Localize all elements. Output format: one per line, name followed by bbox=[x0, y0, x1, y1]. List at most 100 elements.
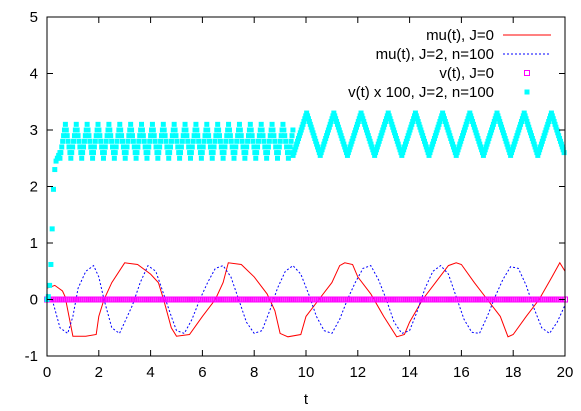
data-point bbox=[428, 147, 434, 153]
data-point bbox=[75, 133, 81, 139]
data-point bbox=[200, 144, 206, 150]
data-point bbox=[313, 138, 319, 144]
data-point bbox=[291, 150, 297, 156]
data-point bbox=[459, 135, 465, 141]
data-point bbox=[53, 158, 59, 164]
series-0 bbox=[46, 261, 566, 338]
data-point bbox=[375, 141, 381, 147]
data-point bbox=[277, 138, 283, 144]
data-point bbox=[448, 135, 454, 141]
data-point bbox=[345, 150, 351, 156]
data-point bbox=[71, 138, 77, 144]
data-point bbox=[431, 135, 437, 141]
data-point bbox=[139, 121, 145, 127]
data-point bbox=[130, 138, 136, 144]
data-point bbox=[128, 121, 134, 127]
data-point bbox=[290, 152, 296, 158]
x-tick-label: 2 bbox=[95, 364, 103, 381]
data-point bbox=[220, 155, 226, 161]
data-point bbox=[438, 116, 444, 122]
data-point bbox=[65, 138, 71, 144]
data-point bbox=[96, 127, 102, 133]
data-point bbox=[513, 135, 519, 141]
data-point bbox=[367, 138, 373, 144]
data-point bbox=[156, 150, 162, 156]
data-point bbox=[327, 121, 333, 127]
data-point bbox=[247, 121, 253, 127]
data-point bbox=[58, 150, 64, 156]
data-point bbox=[74, 127, 80, 133]
data-point bbox=[485, 138, 491, 144]
data-point bbox=[515, 130, 521, 136]
data-point bbox=[280, 121, 286, 127]
data-point bbox=[242, 155, 248, 161]
data-point bbox=[299, 124, 305, 130]
data-point bbox=[273, 144, 279, 150]
data-point bbox=[559, 144, 565, 150]
x-tick-label: 8 bbox=[250, 364, 258, 381]
data-point bbox=[163, 138, 169, 144]
data-point bbox=[82, 133, 88, 139]
data-point bbox=[363, 124, 369, 130]
data-point bbox=[122, 155, 128, 161]
data-point bbox=[470, 121, 476, 127]
data-point bbox=[528, 130, 534, 136]
data-point bbox=[304, 110, 310, 116]
data-point bbox=[297, 130, 303, 136]
data-point bbox=[69, 150, 75, 156]
data-point bbox=[474, 133, 480, 139]
data-point bbox=[500, 130, 506, 136]
data-point bbox=[434, 127, 440, 133]
data-point bbox=[382, 121, 388, 127]
data-point bbox=[343, 147, 349, 153]
data-point bbox=[506, 147, 512, 153]
data-point bbox=[547, 116, 553, 122]
data-point bbox=[49, 226, 55, 232]
data-point bbox=[179, 138, 185, 144]
series-2 bbox=[44, 296, 568, 303]
data-point bbox=[88, 144, 94, 150]
data-point bbox=[481, 150, 487, 156]
data-point bbox=[298, 127, 304, 133]
data-point bbox=[294, 141, 300, 147]
data-point bbox=[407, 127, 413, 133]
data-point bbox=[86, 133, 92, 139]
data-point bbox=[499, 124, 505, 130]
data-point bbox=[325, 127, 331, 133]
data-point bbox=[486, 135, 492, 141]
data-point bbox=[471, 124, 477, 130]
data-point bbox=[295, 135, 301, 141]
data-point bbox=[309, 127, 315, 133]
data-point bbox=[412, 110, 418, 116]
data-point bbox=[468, 113, 474, 119]
data-point bbox=[148, 133, 154, 139]
data-point bbox=[388, 119, 394, 125]
data-point bbox=[460, 133, 466, 139]
data-point bbox=[238, 133, 244, 139]
legend: mu(t), J=0 mu(t), J=2, n=100 v(t), J=0 v(t)… bbox=[348, 27, 551, 101]
data-point bbox=[458, 138, 464, 144]
data-point bbox=[518, 121, 524, 127]
data-point bbox=[64, 133, 70, 139]
data-point bbox=[494, 110, 500, 116]
data-point bbox=[305, 116, 311, 122]
data-point bbox=[282, 133, 288, 139]
data-point bbox=[54, 155, 60, 161]
data-point bbox=[180, 133, 186, 139]
data-point bbox=[79, 155, 85, 161]
data-point bbox=[366, 135, 372, 141]
data-point bbox=[433, 130, 439, 136]
data-point bbox=[413, 113, 419, 119]
data-point bbox=[546, 119, 552, 125]
series-line bbox=[46, 261, 566, 338]
data-point bbox=[421, 138, 427, 144]
legend-label: mu(t), J=2, n=100 bbox=[376, 46, 494, 63]
data-point bbox=[402, 141, 408, 147]
data-point bbox=[235, 133, 241, 139]
data-point bbox=[415, 119, 421, 125]
data-point bbox=[533, 147, 539, 153]
data-point bbox=[553, 124, 559, 130]
data-point bbox=[216, 127, 222, 133]
data-point bbox=[462, 124, 468, 130]
data-point bbox=[253, 155, 259, 161]
